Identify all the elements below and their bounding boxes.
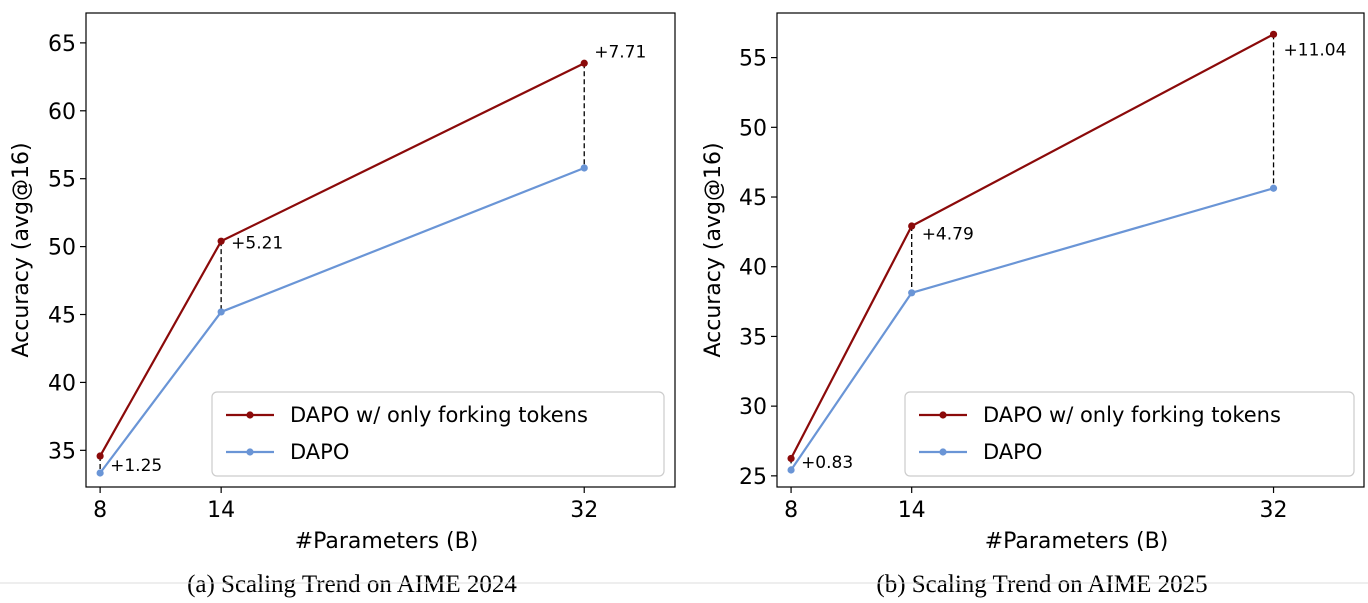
y-tick-label: 65 bbox=[48, 32, 76, 57]
data-point-dapo-forking bbox=[787, 454, 795, 463]
data-point-dapo-forking bbox=[217, 237, 225, 245]
y-axis-label: Accuracy (avg@16) bbox=[701, 142, 726, 357]
x-axis-label: #Parameters (B) bbox=[295, 529, 479, 554]
x-tick-label: 8 bbox=[93, 498, 107, 523]
legend-box bbox=[904, 391, 1355, 477]
data-point-dapo bbox=[96, 469, 104, 477]
x-tick-label: 14 bbox=[207, 498, 235, 523]
y-axis-label: Accuracy (avg@16) bbox=[9, 142, 34, 357]
gap-annotation: +7.71 bbox=[594, 43, 646, 63]
x-tick-label: 32 bbox=[1260, 498, 1288, 523]
legend-entry: DAPO w/ only forking tokens bbox=[290, 403, 588, 427]
x-tick-label: 14 bbox=[898, 498, 926, 523]
gap-annotation: +0.83 bbox=[801, 453, 853, 473]
y-tick-label: 35 bbox=[48, 439, 76, 464]
y-tick-label: 40 bbox=[48, 371, 76, 396]
y-tick-label: 55 bbox=[48, 168, 76, 193]
gap-annotation: +4.79 bbox=[922, 224, 974, 244]
data-point-dapo bbox=[1269, 184, 1278, 192]
y-tick-label: 60 bbox=[48, 100, 76, 125]
plot-frame bbox=[776, 12, 1365, 488]
legend-box bbox=[211, 391, 665, 477]
y-tick-label: 50 bbox=[739, 116, 767, 141]
figure-caption: (b) Scaling Trend on AIME 2025 bbox=[876, 571, 1207, 598]
legend-entry: DAPO w/ only forking tokens bbox=[983, 403, 1281, 427]
x-axis-label: #Parameters (B) bbox=[985, 529, 1169, 554]
data-point-dapo bbox=[217, 308, 225, 316]
y-tick-label: 45 bbox=[48, 304, 76, 329]
y-tick-label: 55 bbox=[739, 47, 767, 72]
y-tick-label: 25 bbox=[739, 465, 767, 490]
y-tick-label: 35 bbox=[739, 325, 767, 350]
y-tick-label: 30 bbox=[739, 395, 767, 420]
legend-swatch-marker bbox=[246, 411, 254, 419]
y-tick-label: 50 bbox=[48, 236, 76, 261]
x-tick-label: 32 bbox=[570, 498, 598, 523]
chart-aime-2024: 35 40 45 50 55 60 65 8 14 32 #Parameters (B) Accura… bbox=[9, 12, 676, 598]
chart-aime-2025: 25 30 35 40 45 50 55 8 14 32 #Parameters (B) Accura… bbox=[701, 12, 1365, 598]
y-tick-label: 45 bbox=[739, 186, 767, 211]
data-point-dapo-forking bbox=[580, 59, 588, 67]
data-point-dapo-forking bbox=[1269, 30, 1278, 38]
gap-annotation: +5.21 bbox=[231, 234, 283, 254]
data-point-dapo bbox=[908, 289, 916, 297]
gap-annotation: +1.25 bbox=[110, 456, 162, 476]
legend-entry: DAPO bbox=[983, 440, 1042, 464]
legend-swatch-marker bbox=[939, 448, 947, 456]
data-point-dapo bbox=[787, 466, 795, 474]
legend-swatch-marker bbox=[939, 411, 947, 419]
figure-caption: (a) Scaling Trend on AIME 2024 bbox=[187, 571, 517, 598]
gap-annotation: +11.04 bbox=[1284, 40, 1347, 60]
x-tick-label: 8 bbox=[784, 498, 798, 523]
legend-swatch-marker bbox=[246, 448, 254, 456]
data-point-dapo bbox=[580, 164, 588, 172]
data-point-dapo-forking bbox=[96, 452, 104, 460]
y-tick-label: 40 bbox=[739, 256, 767, 281]
data-point-dapo-forking bbox=[908, 222, 916, 230]
legend-entry: DAPO bbox=[290, 440, 349, 464]
plot-frame bbox=[85, 12, 676, 488]
